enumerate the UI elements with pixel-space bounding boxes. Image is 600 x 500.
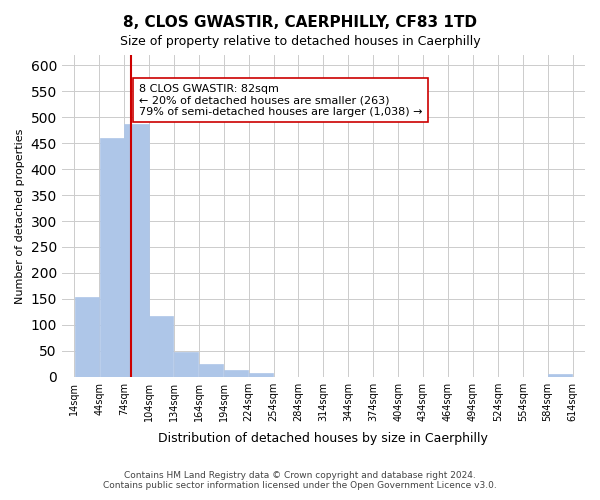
- Bar: [124, 124, 149, 376]
- Bar: [74, 298, 99, 376]
- Text: Contains HM Land Registry data © Crown copyright and database right 2024.
Contai: Contains HM Land Registry data © Crown c…: [103, 470, 497, 490]
- Bar: [100, 138, 124, 376]
- Bar: [224, 370, 248, 376]
- Text: 8, CLOS GWASTIR, CAERPHILLY, CF83 1TD: 8, CLOS GWASTIR, CAERPHILLY, CF83 1TD: [123, 15, 477, 30]
- Bar: [149, 316, 173, 376]
- Text: Size of property relative to detached houses in Caerphilly: Size of property relative to detached ho…: [119, 35, 481, 48]
- Text: 8 CLOS GWASTIR: 82sqm
← 20% of detached houses are smaller (263)
79% of semi-det: 8 CLOS GWASTIR: 82sqm ← 20% of detached …: [139, 84, 422, 116]
- Bar: [199, 364, 223, 376]
- Bar: [249, 372, 273, 376]
- Bar: [548, 374, 572, 376]
- Y-axis label: Number of detached properties: Number of detached properties: [15, 128, 25, 304]
- X-axis label: Distribution of detached houses by size in Caerphilly: Distribution of detached houses by size …: [158, 432, 488, 445]
- Bar: [175, 352, 199, 376]
